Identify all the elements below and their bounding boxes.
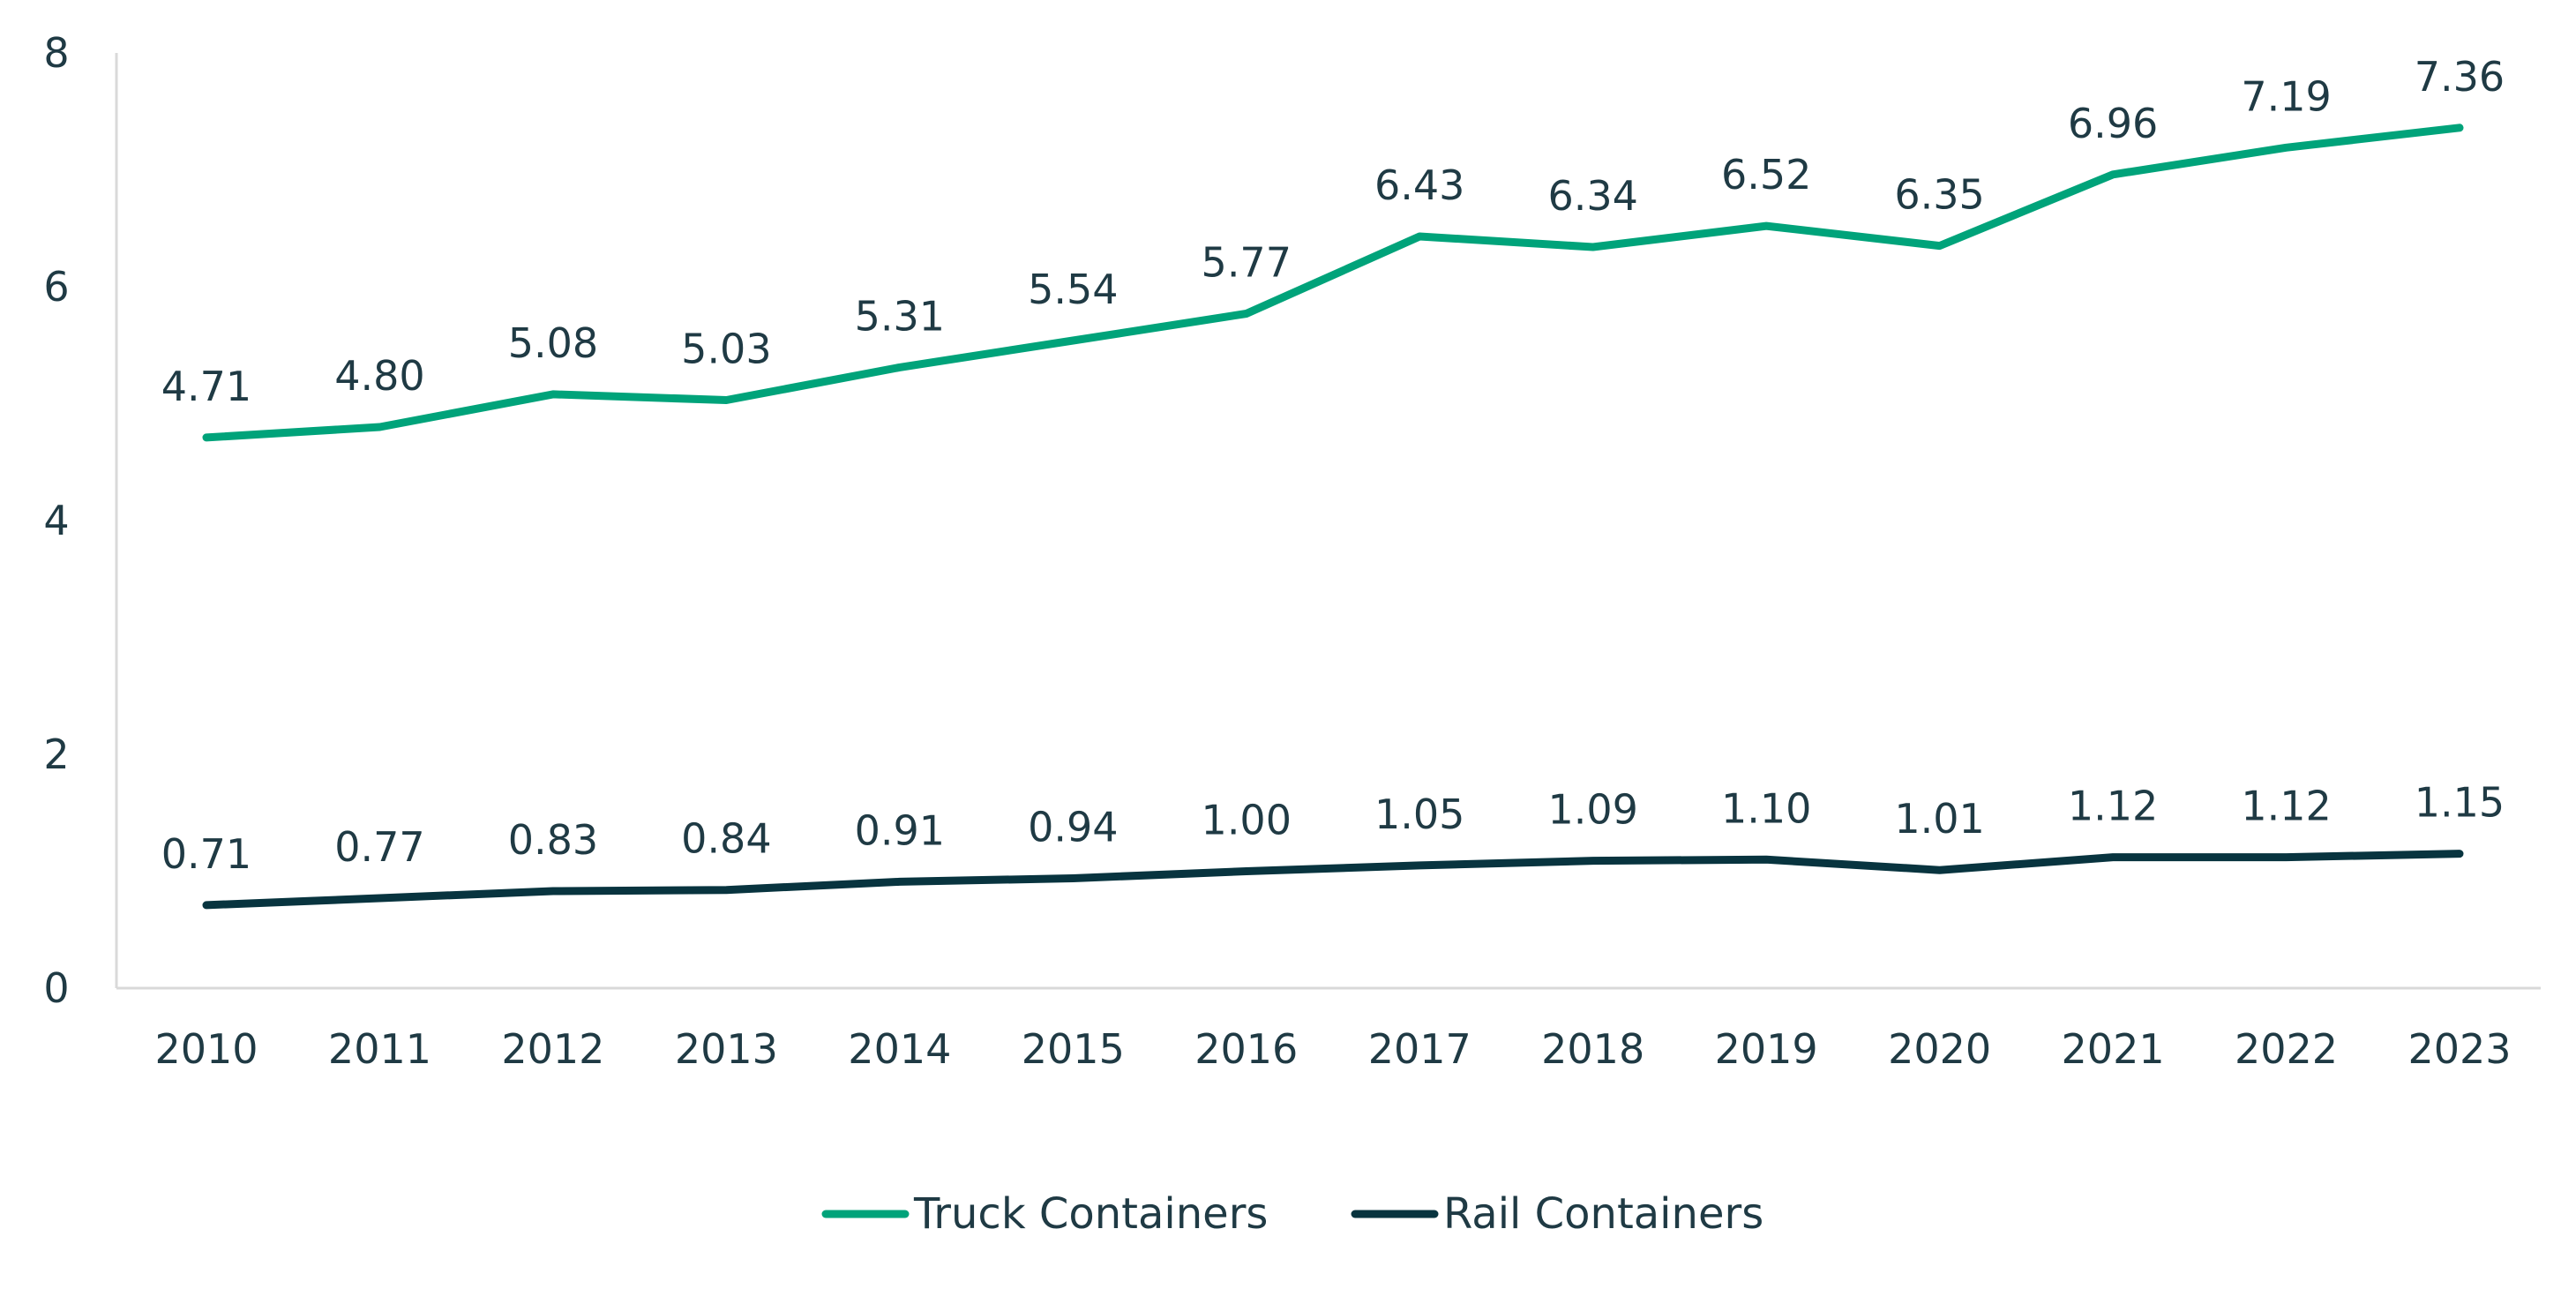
y-tick-label: 0 [43,964,69,1012]
data-label: 5.03 [681,326,771,373]
data-label: 0.77 [334,823,424,871]
data-label: 1.10 [1721,784,1811,832]
x-tick-label: 2015 [1022,1025,1125,1073]
x-tick-label: 2017 [1368,1025,1471,1073]
data-label: 5.31 [855,292,945,340]
x-tick-label: 2020 [1888,1025,1991,1073]
x-tick-label: 2011 [328,1025,431,1073]
series-lines [202,124,2464,910]
data-label: 0.94 [1028,803,1118,851]
data-label: 1.12 [2068,783,2158,830]
data-label: 5.77 [1202,238,1292,286]
data-label: 0.71 [161,830,251,878]
data-label: 0.83 [508,816,598,864]
axes-group [115,53,2541,990]
x-tick-label: 2012 [501,1025,604,1073]
data-labels: 4.71 4.80 5.08 5.03 5.31 5.54 5.77 6.43 6.34 6.52… [161,53,2505,878]
series-line-rail-containers [202,850,2464,910]
data-label: 6.43 [1374,161,1464,209]
x-tick-label: 2018 [1541,1025,1644,1073]
data-label: 6.52 [1721,151,1811,199]
legend-label: Truck Containers [913,1189,1268,1239]
data-label: 0.91 [855,806,945,854]
data-label: 7.36 [2415,53,2505,101]
data-label: 6.34 [1547,172,1637,220]
y-tick-label: 8 [43,29,69,77]
x-tick-label: 2022 [2235,1025,2338,1073]
data-label: 1.15 [2415,779,2505,827]
x-tick-label: 2019 [1715,1025,1818,1073]
data-label: 5.54 [1028,266,1118,313]
x-tick-label: 2013 [675,1025,778,1073]
data-label: 6.96 [2068,100,2158,147]
legend-label: Rail Containers [1443,1189,1764,1239]
data-label: 0.84 [681,815,771,863]
data-label: 1.00 [1202,797,1292,844]
data-label: 1.05 [1374,791,1464,838]
data-label: 6.35 [1894,171,1984,219]
y-tick-label: 4 [43,497,69,544]
data-label: 4.71 [161,363,251,410]
legend: Truck Containers Rail Containers [821,1189,1764,1239]
y-tick-labels: 0 2 4 6 8 [43,29,69,1012]
x-tick-label: 2021 [2062,1025,2165,1073]
x-tick-label: 2016 [1194,1025,1298,1073]
x-tick-labels: 2010 2011 2012 2013 2014 2015 2016 2017 2018 2019… [154,1025,2511,1073]
data-label: 5.08 [508,319,598,367]
data-label: 1.12 [2241,783,2331,830]
y-tick-label: 6 [43,263,69,311]
data-label: 1.01 [1894,795,1984,843]
data-label: 4.80 [334,352,424,400]
data-label: 1.09 [1547,786,1637,834]
y-tick-label: 2 [43,731,69,778]
x-tick-label: 2023 [2408,1025,2511,1073]
x-tick-label: 2014 [848,1025,951,1073]
series-line-truck-containers [202,124,2464,442]
data-label: 7.19 [2241,72,2331,120]
x-tick-label: 2010 [154,1025,258,1073]
